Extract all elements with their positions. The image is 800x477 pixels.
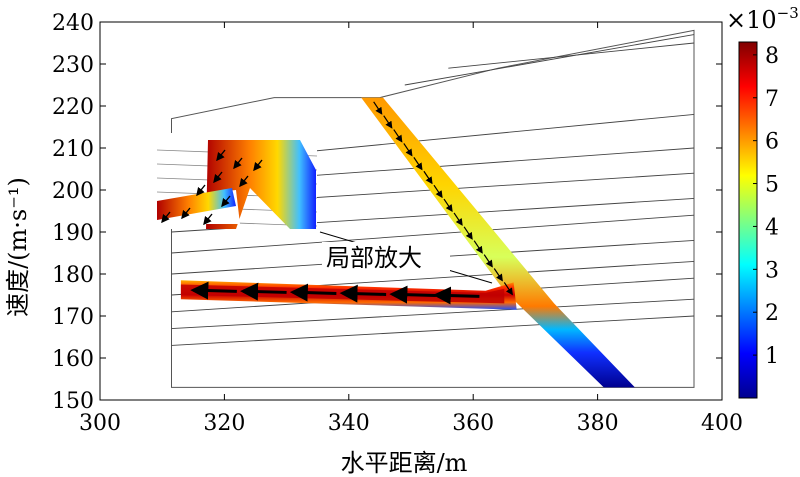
inset-flow-arrow (216, 149, 226, 162)
x-tick-label: 360 (452, 411, 494, 436)
plot-area (171, 29, 695, 388)
inset-flow-arrow (181, 207, 191, 220)
flow-arrow (373, 101, 383, 115)
y-tick-label: 210 (52, 137, 94, 162)
y-axis-label: 速度/(m·s⁻¹) (4, 177, 32, 317)
fracture-zone (361, 97, 635, 388)
stratum-line (448, 42, 695, 69)
colorbar-tick-label: 1 (765, 344, 779, 369)
y-tick-label: 190 (52, 221, 94, 246)
flow-arrow (423, 170, 433, 185)
y-tick-label: 170 (52, 305, 94, 330)
y-tick-label: 180 (52, 263, 94, 288)
x-tick-label: 380 (577, 411, 619, 436)
zoom-inset (156, 133, 318, 229)
annotation-group: 局部放大 (319, 231, 493, 284)
colorbar-multiplier-exponent: −3 (777, 4, 799, 22)
x-tick-label: 320 (203, 411, 245, 436)
colorbar-tick-label: 2 (765, 301, 779, 326)
flow-arrow (493, 268, 503, 282)
stratum-line (171, 298, 695, 330)
inset-flow-arrow (233, 157, 243, 170)
flow-arrow (432, 286, 480, 305)
plot-frame (99, 21, 723, 401)
inset-channel-flow (157, 188, 236, 220)
colorbar-tick-label: 3 (765, 258, 779, 283)
colorbar-tick-label: 6 (765, 130, 779, 155)
flow-arrow (453, 212, 463, 226)
flow-arrow (473, 240, 483, 254)
x-tick-label: 340 (328, 411, 370, 436)
flow-arrow (383, 115, 393, 129)
flow-arrow (443, 198, 453, 213)
flow-arrow (339, 284, 387, 303)
stratum-line (171, 214, 695, 254)
inset-flow-arrow (161, 211, 171, 224)
flow-arrow (289, 283, 337, 302)
flow-arrow (503, 282, 513, 296)
inset-flow-arrow (221, 195, 231, 208)
inset-flow-arrow (239, 175, 249, 188)
x-tick-label: 300 (79, 411, 121, 436)
y-tick-label: 240 (52, 11, 94, 36)
y-tick-label: 160 (52, 347, 94, 372)
inset-flow-arrow (196, 184, 206, 197)
inset-flow-arrow (203, 213, 213, 226)
flow-arrow (463, 226, 473, 240)
flow-arrow (389, 285, 436, 304)
flow-arrow (483, 254, 493, 268)
flow-arrow (433, 184, 443, 199)
colorbar-multiplier: ×10−3 (726, 4, 799, 34)
flow-arrow (413, 157, 423, 171)
colorbar-tick-label: 5 (765, 173, 779, 198)
flow-arrow (393, 129, 403, 143)
stratum-line (171, 315, 695, 346)
flow-arrow (403, 143, 413, 157)
y-tick-label: 220 (52, 95, 94, 120)
colorbar-scale (738, 41, 758, 399)
flow-arrow (240, 282, 287, 301)
x-tick-label: 400 (701, 411, 743, 436)
flow-arrow (190, 281, 237, 300)
axes: 300 320 340 360 380 400 150 160 170 180 190 200 210 2… (52, 11, 743, 436)
inset-flow-arrow (213, 171, 223, 184)
y-tick-label: 230 (52, 53, 94, 78)
colorbar: 1 2 3 4 5 6 7 8 (738, 41, 779, 399)
colorbar-tick-label: 8 (765, 44, 779, 69)
annotation-background (322, 242, 450, 274)
inset-flow-arrow (253, 159, 263, 172)
stratum-line (404, 34, 695, 86)
colorbar-multiplier-base: ×10 (726, 6, 777, 34)
annotation-text: 局部放大 (326, 244, 422, 272)
x-axis-label: 水平距离/m (341, 449, 468, 477)
y-tick-label: 150 (52, 389, 94, 414)
y-tick-label: 200 (52, 179, 94, 204)
colorbar-tick-label: 7 (765, 87, 779, 112)
colorbar-tick-label: 4 (765, 215, 779, 240)
